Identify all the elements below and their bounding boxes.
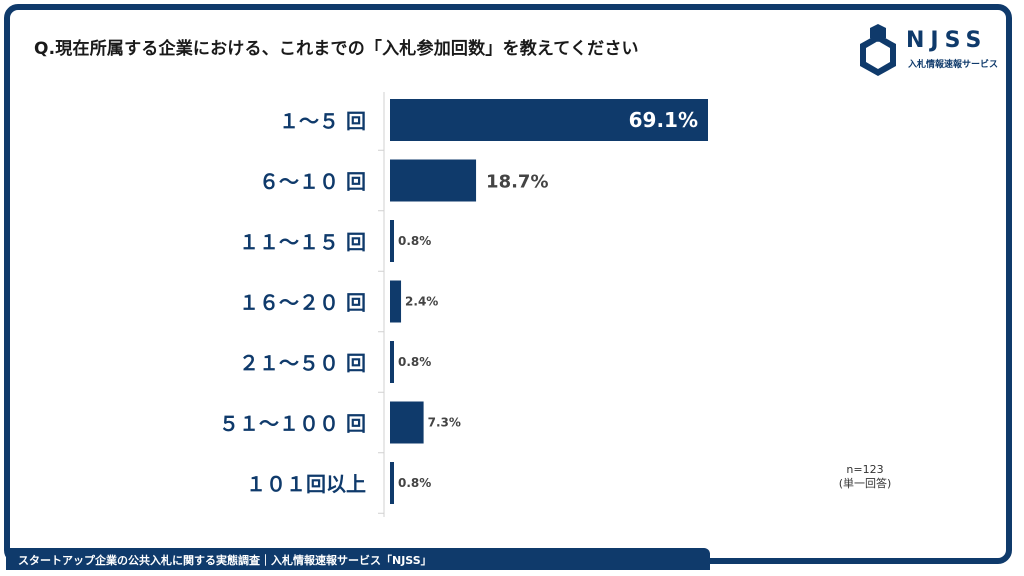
cube-logo-icon	[860, 24, 896, 76]
bar	[390, 280, 402, 323]
category-label: ２１～５０ 回	[239, 351, 366, 375]
bar	[390, 159, 477, 202]
bar	[390, 220, 394, 262]
category-label: １０１回以上	[246, 472, 366, 496]
category-label: ６～１０ 回	[259, 170, 366, 194]
logo-subtitle: 入札情報速報サービス	[908, 60, 999, 70]
sample-size: n=123	[846, 463, 884, 476]
data-label: 0.8%	[398, 355, 431, 369]
data-label: 0.8%	[398, 476, 431, 490]
bar	[390, 99, 708, 141]
answer-type: (単一回答)	[838, 477, 892, 490]
category-label: ５１～１００ 回	[219, 412, 366, 436]
data-label: 7.3%	[428, 416, 461, 430]
category-label: １～５ 回	[279, 109, 366, 133]
bar	[390, 341, 394, 383]
data-label: 18.7%	[486, 172, 548, 193]
category-label: １１～１５ 回	[239, 230, 366, 254]
sample-note: n=123 (単一回答)	[828, 463, 902, 491]
data-label: 69.1%	[629, 108, 698, 132]
category-label: １６～２０ 回	[239, 291, 366, 315]
data-label: 2.4%	[405, 295, 438, 309]
njss-logo: NJSS 入札情報速報サービス	[856, 24, 999, 80]
footer-bar: スタートアップ企業の公共入札に関する実態調査｜入札情報速報サービス「NJSS」	[6, 548, 710, 570]
logo-name: NJSS	[906, 28, 988, 53]
data-label: 0.8%	[398, 234, 431, 248]
bar	[390, 462, 394, 504]
footer-text: スタートアップ企業の公共入札に関する実態調査｜入札情報速報サービス「NJSS」	[18, 554, 432, 567]
bar	[390, 401, 424, 444]
page-title: Q.現在所属する企業における、これまでの「入札参加回数」を教えてください	[34, 39, 639, 59]
